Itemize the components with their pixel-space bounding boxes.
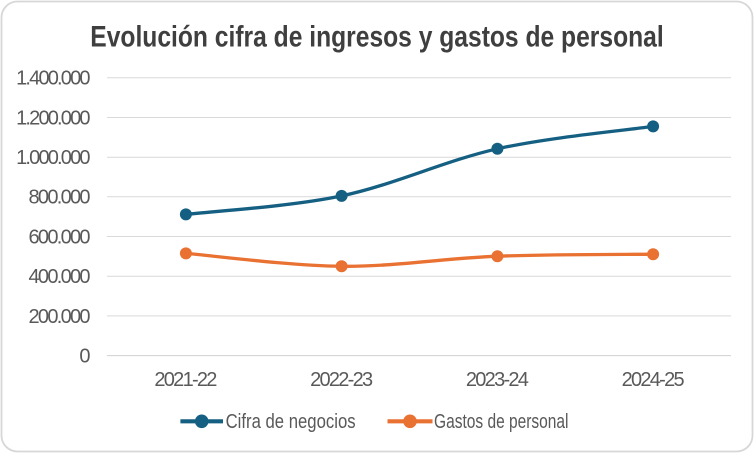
svg-text:Evolución cifra de ingresos y: Evolución cifra de ingresos y gastos de … bbox=[90, 20, 663, 53]
svg-text:Gastos de personal: Gastos de personal bbox=[434, 411, 569, 433]
svg-text:2023-24: 2023-24 bbox=[466, 369, 529, 391]
svg-text:200.000: 200.000 bbox=[29, 306, 91, 328]
svg-text:1.000.000: 1.000.000 bbox=[16, 147, 90, 169]
svg-text:600.000: 600.000 bbox=[29, 226, 91, 248]
svg-text:0: 0 bbox=[79, 346, 90, 368]
svg-text:2024-25: 2024-25 bbox=[622, 369, 685, 391]
svg-text:1.400.000: 1.400.000 bbox=[16, 68, 90, 90]
svg-text:1.200.000: 1.200.000 bbox=[16, 107, 90, 129]
svg-text:400.000: 400.000 bbox=[29, 266, 91, 288]
svg-text:2022-23: 2022-23 bbox=[310, 369, 373, 391]
svg-text:800.000: 800.000 bbox=[29, 187, 91, 209]
svg-text:2021-22: 2021-22 bbox=[154, 369, 217, 391]
svg-text:Cifra de negocios: Cifra de negocios bbox=[226, 411, 356, 433]
